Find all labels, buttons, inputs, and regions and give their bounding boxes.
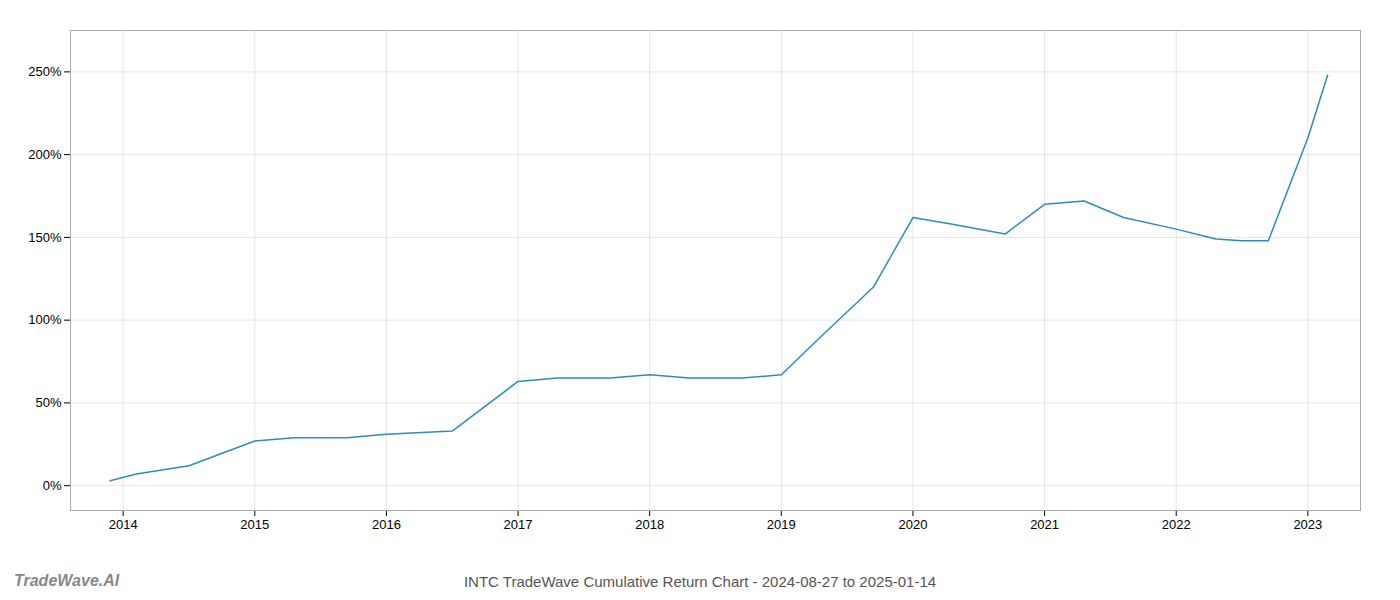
svg-text:2020: 2020 <box>898 517 927 532</box>
svg-text:100%: 100% <box>28 312 62 327</box>
html-text:INTC TradeWave Cumulative Retu: INTC TradeWave Cumulative Return Chart -… <box>463 573 937 590</box>
svg-text:50%: 50% <box>35 395 61 410</box>
svg-text:2016: 2016 <box>372 517 401 532</box>
svg-text:2022: 2022 <box>1162 517 1191 532</box>
svg-text:0%: 0% <box>43 478 62 493</box>
html-text:TradeWave.AI: TradeWave.AI <box>14 572 120 589</box>
svg-text:2018: 2018 <box>635 517 664 532</box>
svg-text:2023: 2023 <box>1293 517 1322 532</box>
svg-text:2019: 2019 <box>767 517 796 532</box>
svg-text:250%: 250% <box>28 64 62 79</box>
svg-text:2014: 2014 <box>109 517 138 532</box>
svg-text:2021: 2021 <box>1030 517 1059 532</box>
svg-text:2017: 2017 <box>504 517 533 532</box>
svg-text:200%: 200% <box>28 147 62 162</box>
svg-text:2015: 2015 <box>240 517 269 532</box>
svg-text:150%: 150% <box>28 230 62 245</box>
